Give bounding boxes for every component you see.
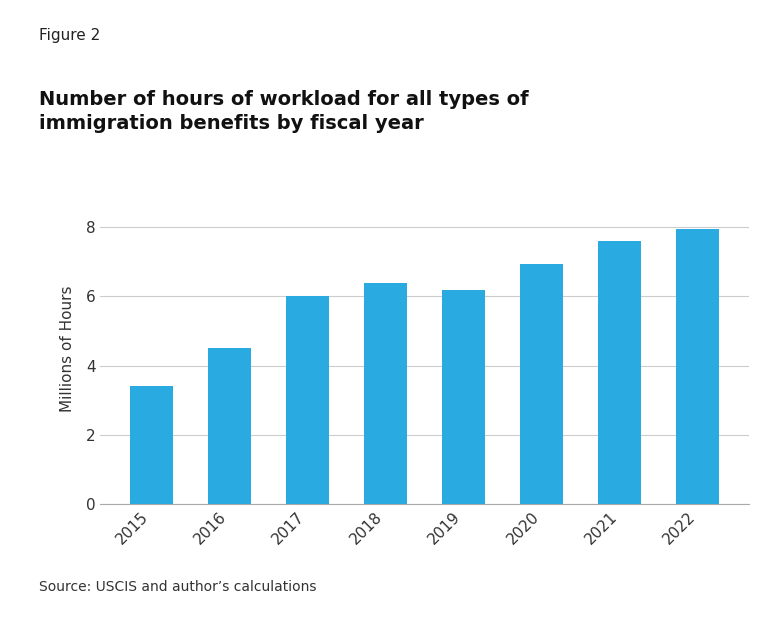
Bar	[442, 290, 485, 504]
Bar	[520, 264, 564, 504]
Text: Source: USCIS and author’s calculations: Source: USCIS and author’s calculations	[39, 580, 316, 594]
Text: Number of hours of workload for all types of
immigration benefits by fiscal year: Number of hours of workload for all type…	[39, 90, 528, 134]
Bar	[364, 282, 407, 504]
Y-axis label: Millions of Hours: Millions of Hours	[59, 285, 75, 412]
Text: Figure 2: Figure 2	[39, 28, 100, 43]
Bar	[598, 241, 642, 504]
Bar	[208, 348, 251, 504]
Bar	[130, 386, 173, 504]
Bar	[676, 229, 720, 504]
Bar	[286, 297, 329, 504]
